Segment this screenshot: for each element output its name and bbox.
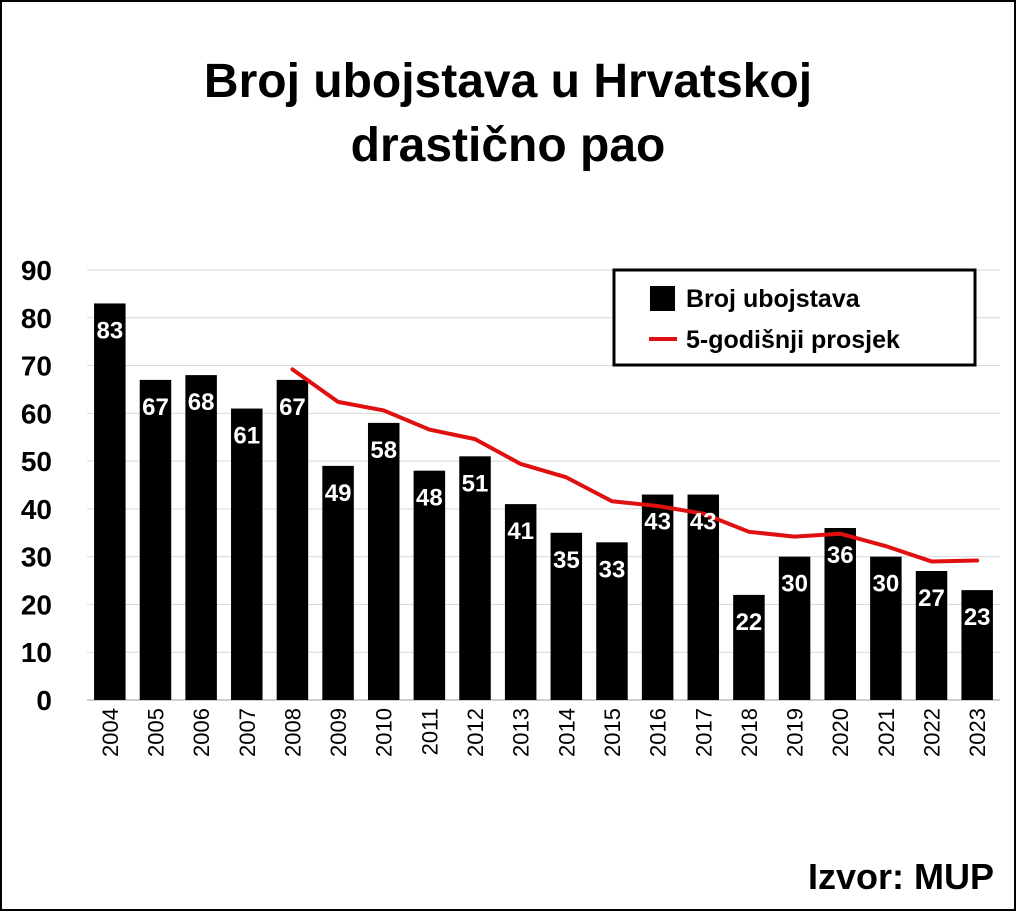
average-line [290,367,980,564]
chart-title: Broj ubojstava u Hrvatskoj drastično pao [0,50,1016,178]
bar [915,571,948,700]
bar [185,375,217,700]
bar [231,408,263,700]
bar [733,594,765,700]
bar [322,465,354,700]
data-label: 27 [918,585,945,612]
y-tick-label: 30 [21,542,52,573]
source-note: Izvor: MUP [807,856,994,897]
data-label: 23 [964,604,991,631]
y-tick-label: 0 [36,685,52,716]
x-tick-label: 2019 [783,708,808,757]
bar [413,470,446,700]
x-tick-label: 2023 [965,708,990,757]
y-tick-label: 80 [21,303,52,334]
bar [550,532,583,700]
x-tick-label: 2021 [874,708,899,757]
x-tick-label: 2011 [417,708,442,755]
data-label: 58 [370,437,397,464]
bar [139,379,172,700]
bar [641,494,674,700]
data-label: 49 [325,480,352,507]
data-label: 67 [279,394,306,421]
y-tick-label: 20 [21,589,52,620]
y-tick-label: 90 [21,255,52,286]
legend-box [612,268,977,367]
bar [367,422,400,700]
y-tick-label: 50 [21,446,52,477]
x-tick-label: 2016 [646,708,671,757]
y-axis-ticks: 0 10 20 30 40 50 60 70 80 90 [21,255,52,716]
bar [778,556,811,700]
bar [276,379,309,700]
chart-title-line-2: drastično pao [350,119,666,172]
data-label: 30 [781,571,808,598]
x-tick-label: 2007 [235,708,260,757]
y-tick-label: 40 [21,494,52,525]
x-tick-label: 2008 [280,708,305,757]
bar [824,528,856,700]
x-tick-label: 2012 [463,708,488,757]
legend-bar-label: Broj ubojstava [686,285,861,313]
bar [961,590,993,700]
data-label: 61 [233,423,260,450]
x-tick-label: 2013 [509,708,534,757]
data-label: 83 [96,317,123,344]
legend: Broj ubojstava 5-godišnji prosjek [612,268,977,367]
data-label: 36 [827,542,854,569]
data-label: 30 [873,571,900,598]
data-label: 41 [507,518,534,545]
bar [870,556,902,700]
data-label: 67 [142,394,169,421]
x-tick-label: 2022 [920,708,945,757]
bar [94,303,126,700]
x-axis-ticks: 2004 2005 2006 2007 2008 2009 2010 2011 2012 2013… [98,708,990,757]
data-label: 48 [416,485,443,512]
bar [459,456,491,700]
data-label: 33 [599,556,626,583]
x-tick-label: 2006 [189,708,214,757]
x-tick-label: 2015 [600,708,625,757]
bar [504,504,537,700]
data-label: 51 [462,470,489,497]
bar [596,542,628,700]
x-tick-label: 2010 [372,708,397,757]
bar [687,494,720,700]
data-label: 35 [553,547,580,574]
x-tick-label: 2009 [326,708,351,757]
legend-bar-swatch [650,286,675,311]
x-tick-label: 2020 [828,708,853,757]
legend-line-label: 5-godišnji prosjek [686,326,900,354]
data-labels: 83 67 68 61 67 49 58 48 51 41 35 33 43 43 22 30 36 30 27 23 [96,317,990,635]
x-tick-label: 2018 [737,708,762,757]
data-label: 68 [188,389,215,416]
y-tick-label: 10 [21,637,52,668]
x-tick-label: 2014 [554,708,579,757]
data-label: 43 [644,509,671,536]
bar-series [94,303,993,700]
y-tick-label: 70 [21,351,52,382]
x-tick-label: 2004 [98,708,123,757]
chart-title-line-1: Broj ubojstava u Hrvatskoj [203,55,813,108]
data-label: 43 [690,509,717,536]
x-tick-label: 2005 [143,708,168,757]
line-series [290,367,980,564]
y-tick-label: 60 [21,398,52,429]
data-label: 22 [736,609,763,636]
x-tick-label: 2017 [691,708,716,757]
